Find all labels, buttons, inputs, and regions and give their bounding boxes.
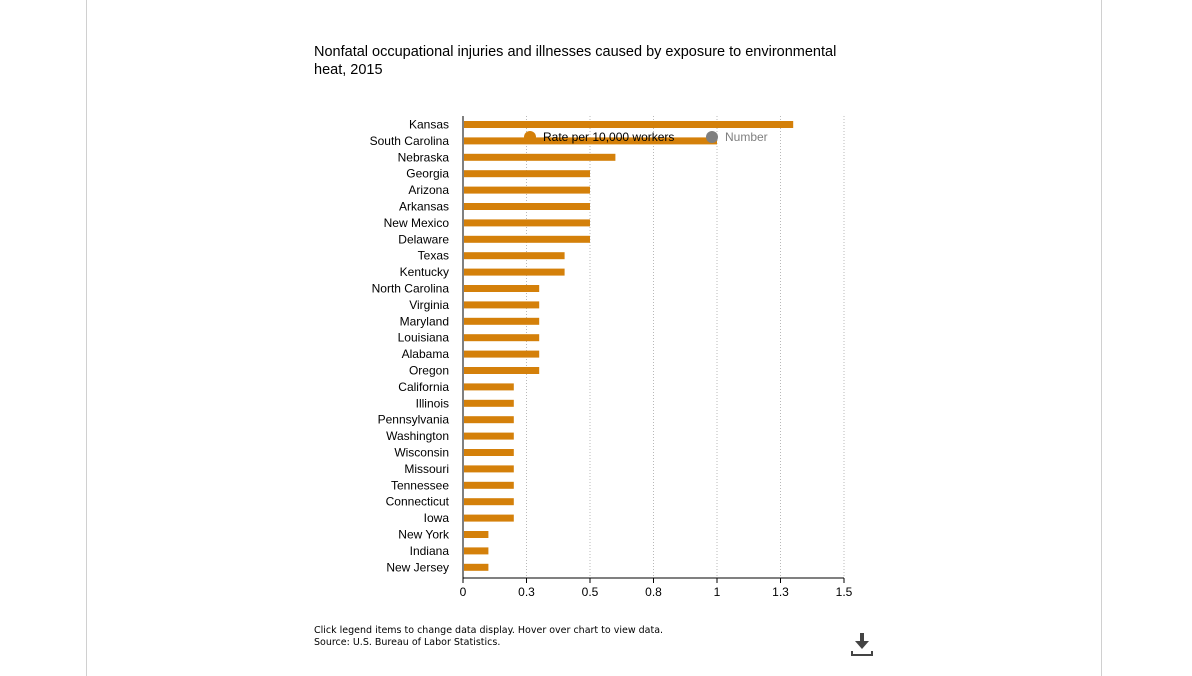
y-category-label: Virginia — [409, 298, 449, 312]
y-category-label: Alabama — [402, 347, 450, 361]
y-category-label: Iowa — [424, 511, 450, 525]
y-category-label: Indiana — [410, 544, 450, 558]
y-category-label: New Jersey — [386, 560, 449, 574]
y-category-label: Oregon — [409, 364, 449, 378]
bar-maryland[interactable] — [464, 317, 540, 325]
bar-connecticut[interactable] — [464, 498, 514, 506]
y-category-label: Texas — [418, 249, 449, 263]
legend-label: Number — [725, 130, 768, 144]
bar-new-mexico[interactable] — [464, 219, 590, 227]
y-category-label: New York — [398, 528, 450, 542]
y-category-label: New Mexico — [384, 216, 450, 230]
bar-south-carolina[interactable] — [464, 137, 717, 145]
bar-pennsylvania[interactable] — [464, 416, 514, 424]
x-tick-label: 0.5 — [582, 585, 599, 599]
bar-texas[interactable] — [464, 252, 565, 260]
bar-nebraska[interactable] — [464, 153, 616, 161]
bar-illinois[interactable] — [464, 399, 514, 407]
chart-footer: Click legend items to change data displa… — [314, 625, 663, 649]
x-tick-label: 1.5 — [836, 585, 853, 599]
y-category-label: Pennsylvania — [378, 413, 450, 427]
legend-marker — [706, 131, 718, 143]
y-category-label: Tennessee — [391, 478, 449, 492]
y-category-label: South Carolina — [370, 134, 450, 148]
y-category-label: Arkansas — [399, 200, 449, 214]
y-category-label: Arizona — [408, 183, 449, 197]
y-category-label: California — [398, 380, 449, 394]
x-tick-label: 1 — [714, 585, 721, 599]
left-frame-border — [86, 0, 87, 676]
bar-tennessee[interactable] — [464, 481, 514, 489]
y-category-label: Washington — [386, 429, 449, 443]
download-button[interactable] — [848, 630, 876, 658]
bar-new-york[interactable] — [464, 531, 489, 538]
right-frame-border — [1101, 0, 1102, 676]
bar-north-carolina[interactable] — [464, 285, 540, 292]
legend-item-rate[interactable]: Rate per 10,000 workers — [524, 130, 674, 144]
bar-arizona[interactable] — [464, 186, 590, 194]
bar-wisconsin[interactable] — [464, 449, 514, 456]
x-tick-label: 0.8 — [645, 585, 662, 599]
y-category-label: Louisiana — [398, 331, 450, 345]
bar-kansas[interactable] — [464, 121, 794, 128]
chart-title: Nonfatal occupational injuries and illne… — [314, 44, 837, 78]
bar-oregon[interactable] — [464, 367, 540, 374]
footer-source: Source: U.S. Bureau of Labor Statistics. — [314, 637, 501, 648]
bar-iowa[interactable] — [464, 514, 514, 522]
y-category-label: Illinois — [416, 396, 449, 410]
bar-kentucky[interactable] — [464, 268, 565, 276]
y-category-label: Nebraska — [398, 150, 450, 164]
bar-virginia[interactable] — [464, 301, 540, 309]
bar-louisiana[interactable] — [464, 334, 540, 342]
y-category-label: Georgia — [406, 167, 449, 181]
legend-marker — [524, 131, 536, 143]
bar-new-jersey[interactable] — [464, 563, 489, 571]
download-icon — [851, 633, 873, 656]
y-category-label: North Carolina — [372, 282, 450, 296]
bar-washington[interactable] — [464, 432, 514, 440]
y-category-label: Missouri — [404, 462, 449, 476]
bar-arkansas[interactable] — [464, 203, 590, 210]
y-category-label: Maryland — [400, 314, 449, 328]
y-category-label: Kansas — [409, 118, 449, 132]
y-category-label: Connecticut — [386, 495, 450, 509]
x-tick-label: 1.3 — [772, 585, 789, 599]
legend-label: Rate per 10,000 workers — [543, 130, 674, 144]
bar-missouri[interactable] — [464, 465, 514, 473]
bar-delaware[interactable] — [464, 235, 590, 243]
y-category-label: Kentucky — [400, 265, 449, 279]
bar-alabama[interactable] — [464, 350, 540, 358]
y-category-label: Wisconsin — [394, 446, 449, 460]
legend-item-number[interactable]: Number — [706, 130, 768, 144]
bar-indiana[interactable] — [464, 547, 489, 555]
bar-georgia[interactable] — [464, 170, 590, 178]
x-tick-label: 0 — [460, 585, 467, 599]
x-tick-label: 0.3 — [518, 585, 535, 599]
bar-california[interactable] — [464, 383, 514, 391]
footer-instructions: Click legend items to change data displa… — [314, 625, 664, 636]
y-category-label: Delaware — [398, 232, 449, 246]
